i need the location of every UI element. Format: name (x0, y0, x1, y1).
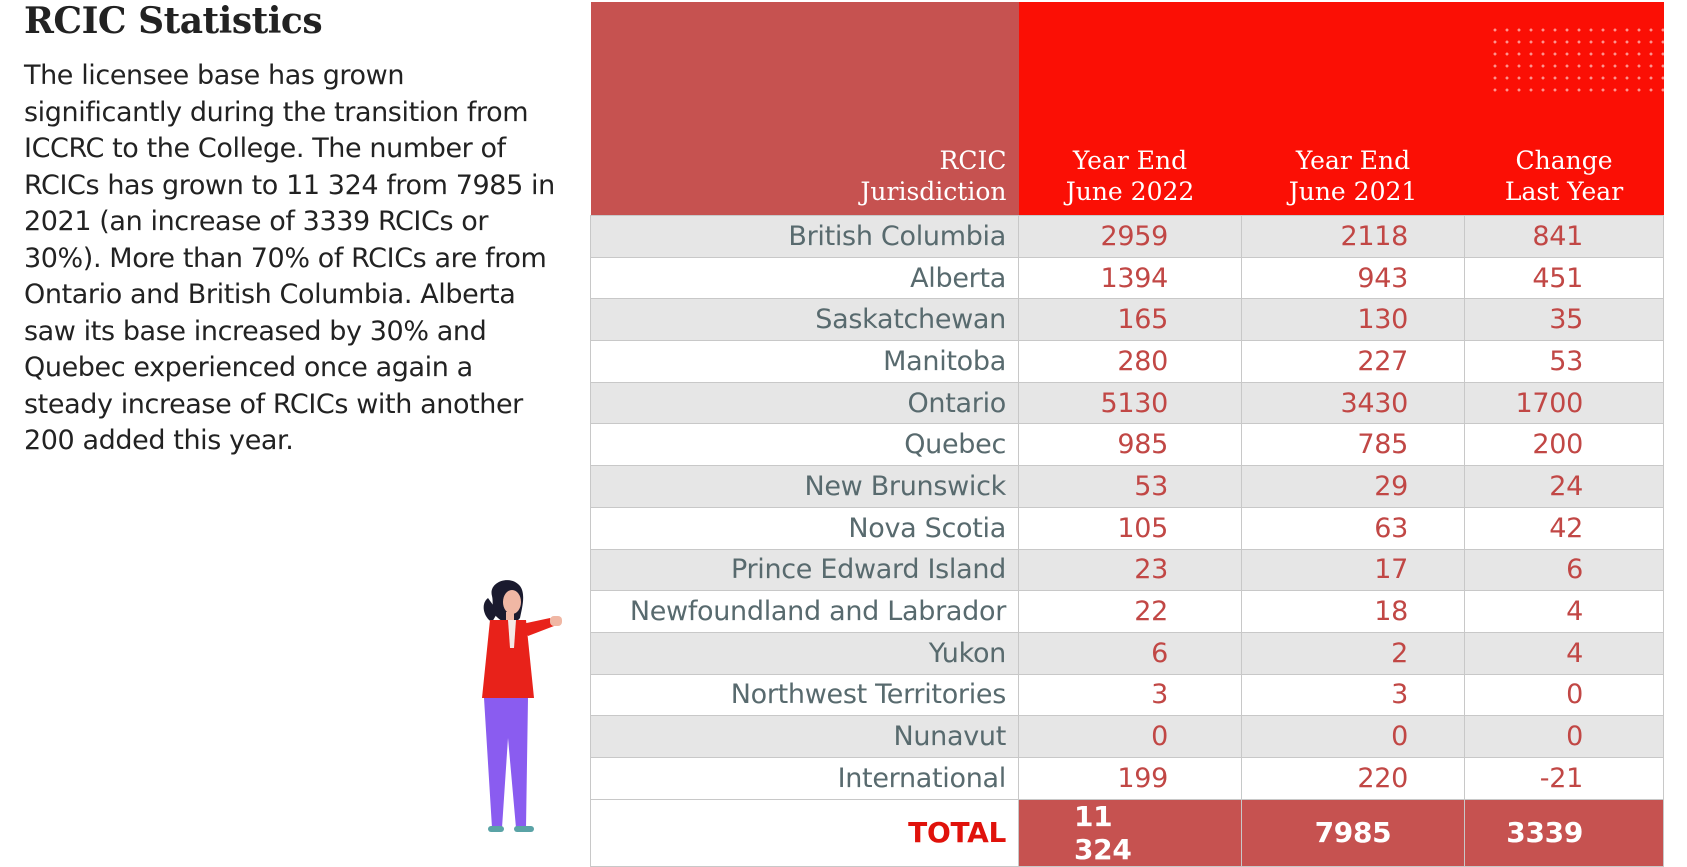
page-title: RCIC Statistics (24, 0, 323, 42)
total-label: TOTAL (590, 798, 1019, 867)
table-row: Northwest Territories 3 3 0 (590, 673, 1664, 717)
cell-jurisdiction: New Brunswick (590, 465, 1019, 508)
cell-year-2021: 3 (1241, 673, 1465, 717)
cell-year-2022: 2959 (1018, 215, 1242, 258)
cell-jurisdiction: Nova Scotia (590, 506, 1019, 550)
cell-year-2021: 943 (1241, 256, 1465, 300)
table-row: Newfoundland and Labrador 22 18 4 (590, 590, 1664, 633)
cell-jurisdiction: Manitoba (590, 340, 1019, 383)
cell-change: 42 (1464, 506, 1664, 550)
cell-jurisdiction: Northwest Territories (590, 673, 1019, 717)
cell-jurisdiction: Prince Edward Island (590, 548, 1019, 592)
cell-year-2021: 2 (1241, 631, 1465, 675)
header-change: Change Last Year (1464, 2, 1664, 216)
table-row: Quebec 985 785 200 (590, 423, 1664, 467)
total-year-2022: 11 324 (1018, 798, 1242, 867)
cell-jurisdiction: Quebec (590, 423, 1019, 467)
cell-change: 0 (1464, 715, 1664, 758)
cell-jurisdiction: International (590, 756, 1019, 800)
header-change-line1: Change (1515, 146, 1613, 175)
cell-change: 841 (1464, 215, 1664, 258)
cell-year-2022: 105 (1018, 506, 1242, 550)
cell-year-2022: 22 (1018, 590, 1242, 633)
table-row: Prince Edward Island 23 17 6 (590, 548, 1664, 592)
cell-year-2022: 6 (1018, 631, 1242, 675)
cell-year-2021: 3430 (1241, 381, 1465, 425)
cell-year-2021: 227 (1241, 340, 1465, 383)
cell-jurisdiction: Yukon (590, 631, 1019, 675)
header-2021-line2: June 2021 (1288, 177, 1418, 206)
cell-change: 6 (1464, 548, 1664, 592)
total-row: TOTAL 11 324 7985 3339 (590, 798, 1664, 867)
header-jurisdiction-line2: Jurisdiction (860, 177, 1007, 206)
woman-figure-graphic (482, 580, 562, 832)
table-row: Yukon 6 2 4 (590, 631, 1664, 675)
table-row: Nova Scotia 105 63 42 (590, 506, 1664, 550)
cell-jurisdiction: Saskatchewan (590, 298, 1019, 342)
cell-year-2022: 3 (1018, 673, 1242, 717)
cell-year-2021: 2118 (1241, 215, 1465, 258)
cell-year-2022: 5130 (1018, 381, 1242, 425)
cell-jurisdiction: British Columbia (590, 215, 1019, 258)
cell-change: 451 (1464, 256, 1664, 300)
cell-year-2021: 18 (1241, 590, 1465, 633)
header-year-2022: Year End June 2022 (1018, 2, 1242, 216)
header-jurisdiction: RCIC Jurisdiction (590, 2, 1019, 216)
cell-change: -21 (1464, 756, 1664, 800)
table-row: Manitoba 280 227 53 (590, 340, 1664, 383)
table-row: New Brunswick 53 29 24 (590, 465, 1664, 508)
total-year-2021: 7985 (1241, 798, 1465, 867)
table-row: International 199 220 -21 (590, 756, 1664, 800)
table-row: Saskatchewan 165 130 35 (590, 298, 1664, 342)
cell-year-2022: 165 (1018, 298, 1242, 342)
cell-jurisdiction: Ontario (590, 381, 1019, 425)
header-change-line2: Last Year (1504, 177, 1624, 206)
cell-year-2022: 53 (1018, 465, 1242, 508)
cell-change: 35 (1464, 298, 1664, 342)
cell-change: 200 (1464, 423, 1664, 467)
cell-year-2021: 29 (1241, 465, 1465, 508)
cell-change: 0 (1464, 673, 1664, 717)
cell-jurisdiction: Newfoundland and Labrador (590, 590, 1019, 633)
rcic-statistics-table: RCIC Jurisdiction Year End June 2022 Yea… (590, 2, 1664, 867)
cell-year-2021: 0 (1241, 715, 1465, 758)
cell-jurisdiction: Nunavut (590, 715, 1019, 758)
cell-year-2022: 1394 (1018, 256, 1242, 300)
header-2022-line1: Year End (1072, 146, 1188, 175)
intro-paragraph: The licensee base has grown significantl… (24, 60, 555, 456)
table-header-row: RCIC Jurisdiction Year End June 2022 Yea… (590, 2, 1664, 216)
header-jurisdiction-line1: RCIC (939, 146, 1007, 175)
cell-change: 4 (1464, 590, 1664, 633)
woman-pointing-illustration (470, 578, 580, 848)
cell-change: 4 (1464, 631, 1664, 675)
cell-change: 24 (1464, 465, 1664, 508)
cell-jurisdiction: Alberta (590, 256, 1019, 300)
cell-year-2022: 985 (1018, 423, 1242, 467)
cell-year-2022: 0 (1018, 715, 1242, 758)
header-2021-line1: Year End (1295, 146, 1411, 175)
table-row: Nunavut 0 0 0 (590, 715, 1664, 758)
table-row: Alberta 1394 943 451 (590, 256, 1664, 300)
cell-year-2021: 63 (1241, 506, 1465, 550)
cell-change: 1700 (1464, 381, 1664, 425)
cell-year-2022: 280 (1018, 340, 1242, 383)
total-change: 3339 (1464, 798, 1664, 867)
dot-pattern-decoration (1488, 24, 1664, 94)
cell-year-2022: 23 (1018, 548, 1242, 592)
table-row: British Columbia 2959 2118 841 (590, 215, 1664, 258)
cell-year-2021: 785 (1241, 423, 1465, 467)
cell-year-2021: 17 (1241, 548, 1465, 592)
cell-year-2021: 220 (1241, 756, 1465, 800)
table-row: Ontario 5130 3430 1700 (590, 381, 1664, 425)
header-2022-line2: June 2022 (1065, 177, 1195, 206)
cell-year-2021: 130 (1241, 298, 1465, 342)
cell-year-2022: 199 (1018, 756, 1242, 800)
cell-change: 53 (1464, 340, 1664, 383)
header-year-2021: Year End June 2021 (1241, 2, 1465, 216)
